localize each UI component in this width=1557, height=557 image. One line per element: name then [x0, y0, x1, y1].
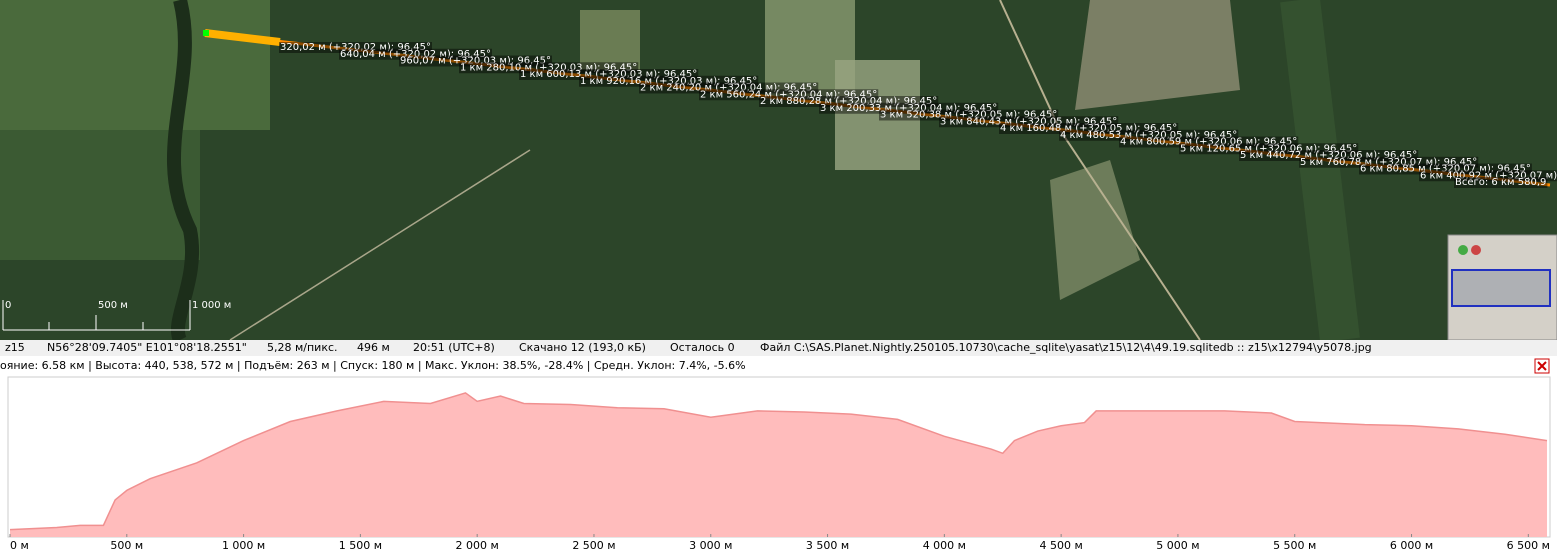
route-label-bg — [879, 109, 1059, 121]
route-label: 5 км 120,65 м (+320,06 м); 96,45° — [1180, 143, 1357, 154]
route-label: 3 км 520,38 м (+320,05 м); 96,45° — [880, 110, 1057, 121]
scale-label: 0 — [5, 300, 11, 311]
route-total-bg — [1454, 177, 1548, 188]
route-label-bg — [939, 116, 1119, 128]
route-label-bg — [1419, 170, 1557, 182]
route-label-bg — [639, 82, 819, 94]
close-button[interactable] — [1534, 358, 1550, 374]
status-item: Скачано 12 (193,0 кБ) — [519, 341, 646, 354]
status-item: z15 — [5, 341, 25, 354]
route-label-bg — [579, 75, 759, 87]
area-fill — [10, 392, 1547, 537]
status-item: 20:51 (UTC+8) — [413, 341, 495, 354]
route-label-bg — [519, 69, 699, 80]
route-total: Всего: 6 км 580,9 — [1455, 177, 1546, 188]
route-label-bg — [399, 55, 552, 67]
x-tick-label: 6 000 м — [1390, 539, 1433, 552]
route-start-point — [203, 30, 209, 36]
route-label-bg — [699, 89, 879, 101]
x-tick-label: 1 000 м — [222, 539, 265, 552]
route-label: 4 км 480,53 м (+320,05 м); 96,45° — [1060, 130, 1237, 141]
route-label-bg — [1299, 156, 1479, 168]
route-line — [204, 31, 1551, 187]
x-tick-label: 5 500 м — [1273, 539, 1316, 552]
route-label: 1 км 280,10 м (+320,03 м); 96,45° — [460, 62, 637, 73]
route-label-bg — [1059, 129, 1239, 141]
route-labels: 320,02 м (+320,02 м); 96,45°640,04 м (+3… — [279, 42, 1557, 188]
zoom-out-button[interactable] — [1471, 245, 1481, 255]
route-label-bg — [459, 62, 639, 74]
route-label: 960,07 м (+320,03 м); 96,45° — [400, 56, 551, 67]
zoom-in-button[interactable] — [1458, 245, 1468, 255]
x-tick-label: 6 500 м — [1507, 539, 1550, 552]
route-label: 5 км 760,78 м (+320,07 м); 96,45° — [1300, 157, 1477, 168]
x-tick-label: 3 500 м — [806, 539, 849, 552]
profile-header: ояние: 6.58 км | Высота: 440, 538, 572 м… — [0, 359, 746, 372]
map-imagery — [0, 0, 1557, 344]
x-tick-label: 5 000 м — [1156, 539, 1199, 552]
route-label: 1 км 600,13 м (+320,03 м); 96,45° — [520, 69, 697, 80]
minimap — [1447, 234, 1557, 341]
x-tick-label: 1 500 м — [339, 539, 382, 552]
route-label-bg — [1239, 150, 1419, 161]
x-tick-label: 4 500 м — [1039, 539, 1082, 552]
route-label: 5 км 440,72 м (+320,06 м); 96,45° — [1240, 150, 1417, 161]
route-label: 4 км 800,59 м (+320,06 м); 96,45° — [1120, 137, 1297, 148]
route-label: 640,04 м (+320,02 м); 96,45° — [340, 49, 491, 60]
x-tick-label: 3 000 м — [689, 539, 732, 552]
status-item: Файл C:\SAS.Planet.Nightly.250105.10730\… — [760, 341, 1372, 354]
route-label-bg — [339, 48, 492, 60]
x-tick-label: 0 м — [10, 539, 29, 552]
route-label: 1 км 920,16 м (+320,03 м); 96,45° — [580, 76, 757, 87]
route-label-bg — [1359, 163, 1532, 175]
route-label: 320,02 м (+320,02 м); 96,45° — [280, 42, 431, 53]
status-item: 496 м — [357, 341, 390, 354]
route-label-bg — [1179, 143, 1359, 155]
route-label: 3 км 200,33 м (+320,04 м); 96,45° — [820, 103, 997, 114]
x-tick-label: 500 м — [110, 539, 143, 552]
status-items: z15 N56°28'09.7405" E101°08'18.2551" 5,28 … — [5, 341, 1372, 354]
route-label-bg — [279, 42, 432, 53]
scale-label: 1 000 м — [192, 300, 231, 311]
route-label: 6 км 80,85 м (+320,07 м); 96,45° — [1360, 164, 1531, 175]
route-label: 2 км 880,28 м (+320,04 м); 96,45° — [760, 96, 937, 107]
elevation-chart: 0 м 500 м 1 000 м 1 500 м 2 000 м 2 500 м 3 00… — [9, 392, 1550, 552]
x-tick-label: 2 500 м — [572, 539, 615, 552]
route-label: 2 км 240,20 м (+320,04 м); 96,45° — [640, 83, 817, 94]
route-label: 3 км 840,43 м (+320,05 м); 96,45° — [940, 116, 1117, 127]
route-label: 6 км 400,92 м (+320,07 м); 96,45° — [1420, 170, 1557, 181]
route-label-bg — [1119, 136, 1299, 148]
route-label: 2 км 560,24 м (+320,04 м); 96,45° — [700, 89, 877, 100]
route-start — [204, 29, 281, 46]
route-label: 4 км 160,48 м (+320,05 м); 96,45° — [1000, 123, 1177, 134]
scale-bar — [2, 300, 191, 331]
status-item: Осталось 0 — [670, 341, 735, 354]
status-item: N56°28'09.7405" E101°08'18.2551" — [47, 341, 247, 354]
status-bar — [0, 340, 1557, 356]
elevation-line — [9, 392, 1548, 531]
route-label-bg — [759, 96, 939, 107]
x-tick-label: 4 000 м — [923, 539, 966, 552]
status-item: 5,28 м/пикс. — [267, 341, 338, 354]
route-label-bg — [999, 123, 1179, 134]
scale-label: 500 м — [98, 300, 128, 311]
x-tick-label: 2 000 м — [456, 539, 499, 552]
route-label-bg — [819, 102, 999, 114]
